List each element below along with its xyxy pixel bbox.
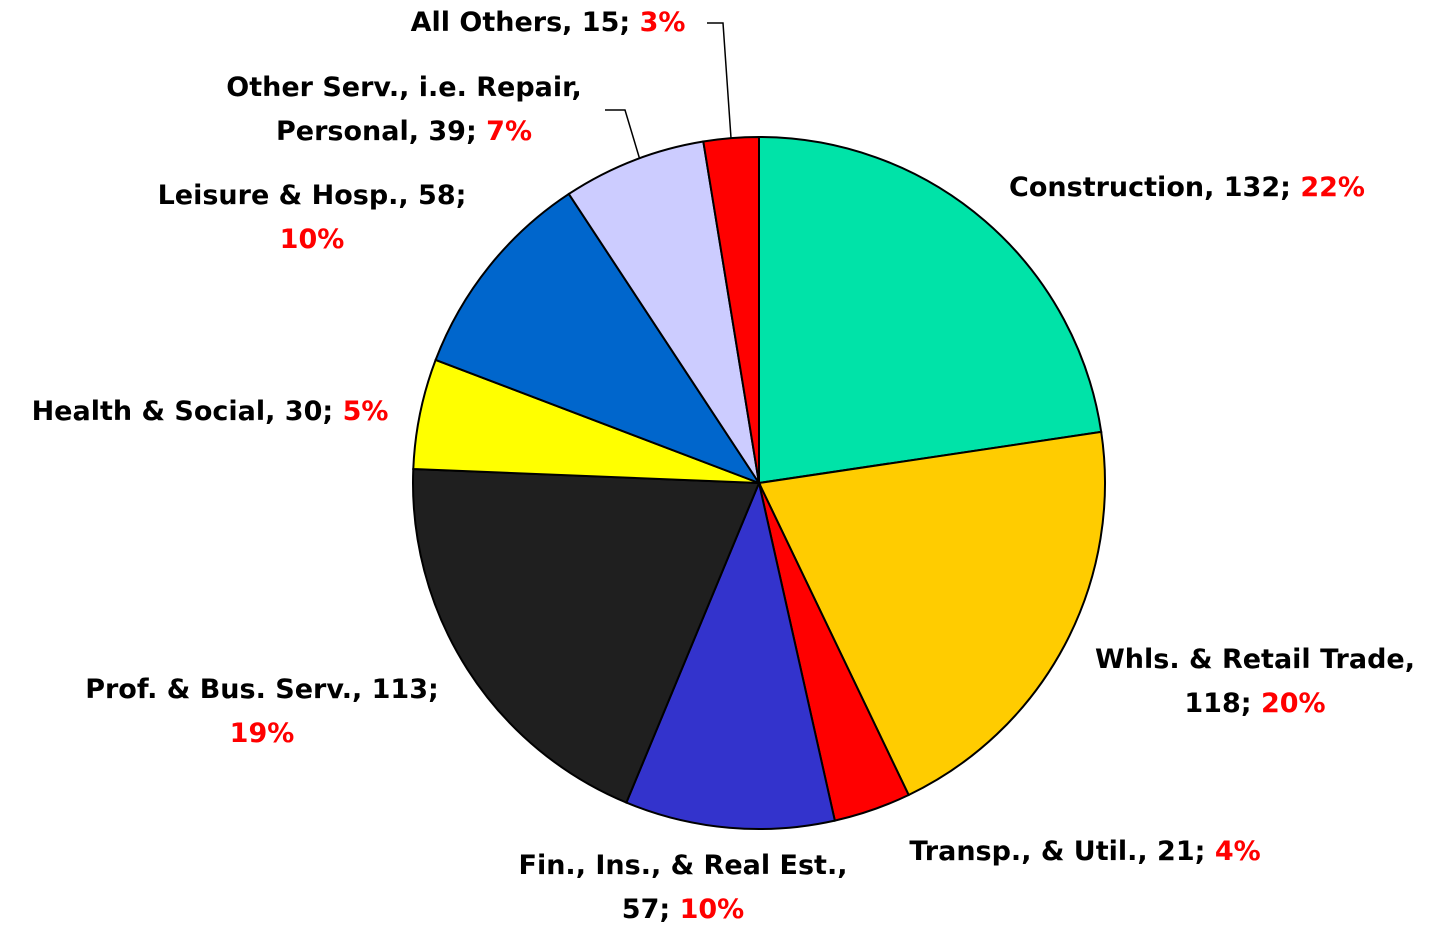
label-text: Other Serv., i.e. Repair, [226,72,581,103]
data-label: Construction, 132; 22% [1009,172,1365,203]
label-text: Personal, 39; [276,116,477,147]
data-label: 10% [280,224,345,255]
percent-label: 20% [1261,688,1326,719]
data-label: Transp., & Util., 21; 4% [909,836,1260,867]
label-text: All Others, 15; [411,7,631,38]
data-label: Health & Social, 30; 5% [32,396,389,427]
percent-label: 10% [280,224,345,255]
leader-line [707,22,732,139]
data-label: Personal, 39; 7% [276,116,532,147]
percent-label: 5% [343,396,389,427]
data-label: 118; 20% [1184,688,1325,719]
label-text: Prof. & Bus. Serv., 113; [85,674,439,705]
label-text: Fin., Ins., & Real Est., [519,850,848,881]
data-label: Prof. & Bus. Serv., 113; [85,674,439,705]
label-text: 57; [622,894,670,925]
pie-slice [702,135,760,484]
data-label: All Others, 15; 3% [411,7,686,38]
data-label: 19% [230,718,295,749]
label-text: Leisure & Hosp., 58; [158,180,467,211]
percent-label: 10% [680,894,745,925]
label-text: Transp., & Util., 21; [909,836,1205,867]
data-label: Leisure & Hosp., 58; [158,180,467,211]
label-text: Health & Social, 30; [32,396,334,427]
pie-slice [758,135,1103,485]
label-text: Whls. & Retail Trade, [1095,644,1415,675]
data-label: 57; 10% [622,894,744,925]
data-label: Other Serv., i.e. Repair, [226,72,581,103]
pie-slice [567,140,760,484]
percent-label: 4% [1215,836,1261,867]
leader-line [605,109,641,161]
percent-label: 19% [230,718,295,749]
pie-slice [412,467,761,804]
percent-label: 3% [640,7,686,38]
data-label: Fin., Ins., & Real Est., [519,850,848,881]
label-text: Construction, 132; [1009,172,1291,203]
percent-label: 7% [486,116,532,147]
label-text: 118; [1184,688,1251,719]
pie-slice [757,430,1106,797]
data-label: Whls. & Retail Trade, [1095,644,1415,675]
pie-slice [434,192,762,486]
pie-slice [625,479,837,830]
percent-label: 22% [1300,172,1365,203]
